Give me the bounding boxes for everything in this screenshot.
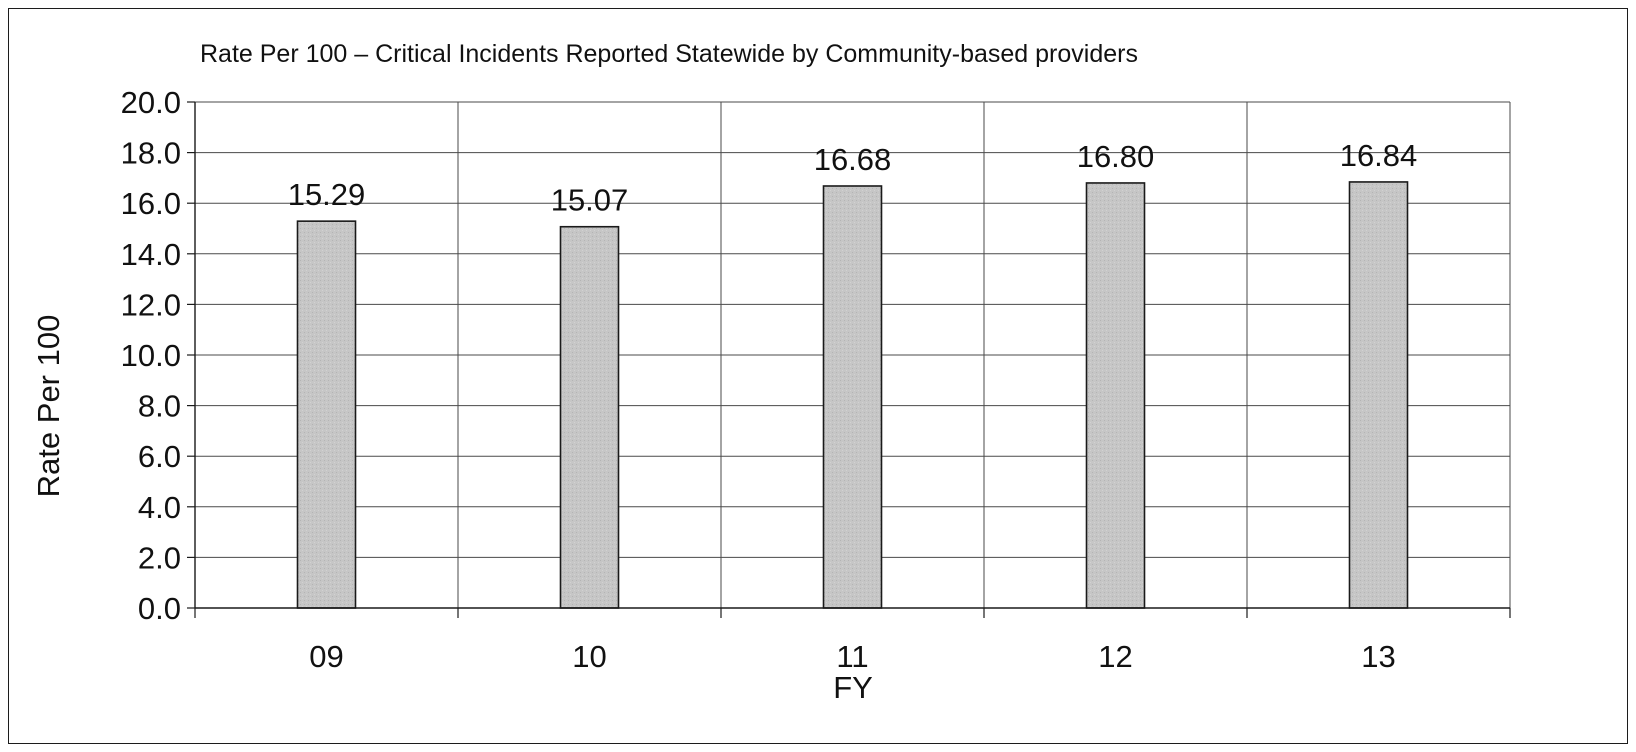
x-tick-label-09: 09 xyxy=(309,639,343,674)
x-tick-label-10: 10 xyxy=(572,639,606,674)
axes xyxy=(187,101,1511,618)
data-label-11: 16.68 xyxy=(814,142,892,177)
bar-09 xyxy=(296,220,357,609)
bar-12 xyxy=(1085,182,1146,609)
y-tick-label: 12.0 xyxy=(121,287,181,322)
x-axis-title: FY xyxy=(833,670,873,705)
x-tick-label-11: 11 xyxy=(836,639,868,674)
bar-13 xyxy=(1348,181,1409,609)
data-label-12: 16.80 xyxy=(1077,139,1155,174)
data-label-13: 16.84 xyxy=(1340,138,1418,173)
y-tick-label: 18.0 xyxy=(121,136,181,171)
y-tick-label: 20.0 xyxy=(121,85,181,120)
x-tick-label-13: 13 xyxy=(1361,639,1395,674)
y-tick-label: 4.0 xyxy=(138,490,181,525)
labels: 0.0 2.0 4.0 6.0 8.0 10.0 12.0 14.0 16.0 18.0 20.0 1… xyxy=(121,85,1418,674)
data-label-10: 15.07 xyxy=(551,183,629,218)
bar-11 xyxy=(822,185,883,609)
x-tick-label-12: 12 xyxy=(1098,639,1132,674)
y-tick-label: 10.0 xyxy=(121,338,181,373)
y-tick-label: 8.0 xyxy=(138,389,181,424)
y-axis-title: Rate Per 100 xyxy=(31,315,66,498)
y-tick-label: 14.0 xyxy=(121,237,181,272)
y-tick-label: 0.0 xyxy=(138,591,181,626)
y-tick-label: 16.0 xyxy=(121,186,181,221)
gridlines xyxy=(195,101,1511,608)
y-tick-label: 6.0 xyxy=(138,439,181,474)
bars xyxy=(296,181,1409,609)
y-tick-label: 2.0 xyxy=(138,540,181,575)
chart-title: Rate Per 100 – Critical Incidents Report… xyxy=(200,40,1138,68)
data-label-09: 15.29 xyxy=(288,177,366,212)
bar-10 xyxy=(559,225,620,609)
